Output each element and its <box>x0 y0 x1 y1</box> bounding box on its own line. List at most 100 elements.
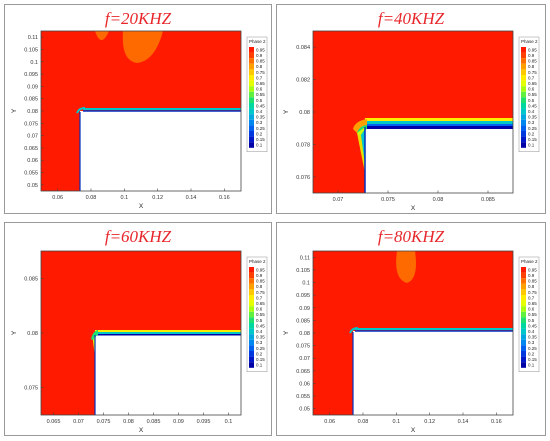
legend-swatch <box>521 267 526 273</box>
y-tick-label: 0.085 <box>24 97 38 103</box>
y-tick-label: 0.05 <box>299 407 310 413</box>
y-tick-label: 0.084 <box>296 45 310 51</box>
interface-band <box>95 332 241 334</box>
legend-level-label: 0.7 <box>528 75 535 80</box>
legend-swatch <box>249 334 254 340</box>
legend-swatch <box>521 114 526 120</box>
legend-swatch <box>521 119 526 126</box>
legend-swatch <box>249 345 254 351</box>
legend-level-label: 0.85 <box>256 279 265 284</box>
x-tick-label: 0.06 <box>52 195 63 201</box>
legend-swatch <box>249 103 254 109</box>
interface-corner <box>76 107 86 114</box>
legend-level-label: 0.75 <box>528 70 537 75</box>
legend-level-label: 0.55 <box>528 92 537 97</box>
legend-swatch <box>249 86 254 92</box>
panel-title: f=60KHZ <box>104 227 172 246</box>
legend-swatch <box>249 289 254 295</box>
legend-swatch <box>249 58 254 64</box>
y-tick-label: 0.076 <box>296 175 310 181</box>
y-tick-label: 0.05 <box>27 183 38 189</box>
upper-plume <box>122 31 163 63</box>
y-tick-label: 0.055 <box>296 394 310 400</box>
legend-swatch <box>521 103 526 109</box>
legend-level-label: 0.5 <box>528 98 535 103</box>
panel-f60: f=60KHZ 0.065 0.07 0.075 0.08 0.085 0.09 0.095… <box>4 222 272 436</box>
legend-swatch <box>521 108 526 115</box>
x-tick-label: 0.16 <box>219 195 230 201</box>
legend-swatch <box>521 136 526 143</box>
legend-swatch <box>249 267 254 273</box>
x-axis-label: X <box>139 427 144 434</box>
legend-level-label: 0.15 <box>528 357 537 362</box>
x-tick-label: 0.07 <box>73 419 84 425</box>
legend-swatch <box>521 47 526 53</box>
legend-level-label: 0.3 <box>528 120 535 125</box>
y-tick-label: 0.07 <box>27 134 38 140</box>
legend-swatch <box>249 108 254 115</box>
legend-swatch <box>521 52 526 59</box>
legend-swatch <box>521 80 526 87</box>
legend-swatch <box>249 306 254 312</box>
legend-level-label: 0.4 <box>528 329 535 334</box>
x-tick-label: 0.08 <box>123 419 134 425</box>
x-tick-label: 0.12 <box>424 419 435 425</box>
legend-swatch <box>521 356 526 363</box>
legend-swatch <box>521 86 526 92</box>
legend-level-label: 0.75 <box>256 70 265 75</box>
legend-swatch <box>249 339 254 346</box>
legend-level-label: 0.55 <box>256 92 265 97</box>
legend-level-label: 0.8 <box>528 64 535 69</box>
y-tick-label: 0.1 <box>30 60 38 66</box>
legend-level-label: 0.9 <box>256 273 263 278</box>
interface-band <box>95 334 241 336</box>
legend-swatch <box>521 289 526 295</box>
legend-level-label: 0.45 <box>256 323 265 328</box>
x-tick-label: 0.09 <box>173 419 184 425</box>
legend-swatch <box>521 278 526 284</box>
legend-level-label: 0.15 <box>256 357 265 362</box>
y-tick-label: 0.11 <box>28 35 38 41</box>
y-tick-label: 0.082 <box>296 78 310 84</box>
y-tick-label: 0.07 <box>299 356 310 362</box>
legend-swatch <box>521 362 526 368</box>
legend-level-label: 0.65 <box>256 301 265 306</box>
legend-level-label: 0.75 <box>528 290 537 295</box>
x-tick-label: 0.1 <box>225 419 233 425</box>
y-axis-label: Y <box>11 108 18 113</box>
x-tick-label: 0.08 <box>433 197 444 203</box>
legend-level-label: 0.65 <box>256 81 265 86</box>
legend-swatch <box>249 52 254 59</box>
legend-level-label: 0.9 <box>528 273 535 278</box>
y-tick-label: 0.065 <box>296 369 310 375</box>
interface-corner <box>349 327 359 334</box>
legend-title: Phase 2 <box>249 259 266 264</box>
x-tick-label: 0.085 <box>481 197 495 203</box>
y-tick-label: 0.078 <box>296 142 310 148</box>
legend-level-label: 0.55 <box>528 312 537 317</box>
x-tick-label: 0.075 <box>97 419 111 425</box>
interface-band <box>365 124 513 126</box>
x-axis-label: X <box>139 203 144 210</box>
legend-swatch <box>521 345 526 351</box>
legend-level-label: 0.2 <box>256 131 263 136</box>
legend-swatch <box>249 136 254 143</box>
legend-level-label: 0.45 <box>528 323 537 328</box>
y-tick-label: 0.08 <box>299 331 310 337</box>
legend-level-label: 0.1 <box>256 143 263 148</box>
legend-level-label: 0.95 <box>256 267 265 272</box>
legend-level-label: 0.1 <box>528 143 535 148</box>
legend-level-label: 0.6 <box>528 307 535 312</box>
legend-swatch <box>249 356 254 363</box>
gas-phase-region <box>95 334 241 415</box>
legend-level-label: 0.35 <box>528 335 537 340</box>
y-tick-label: 0.095 <box>296 293 310 299</box>
legend-level-label: 0.45 <box>256 103 265 108</box>
y-tick-label: 0.1 <box>302 281 310 287</box>
contour-plot: 0.06 0.08 0.1 0.12 0.14 0.16 0.11 0.105 0.1 0.095… <box>11 30 268 210</box>
legend-level-label: 0.45 <box>528 103 537 108</box>
interface-corner <box>353 119 367 133</box>
legend-swatch <box>249 80 254 87</box>
legend-level-label: 0.7 <box>256 295 263 300</box>
y-tick-label: 0.075 <box>24 386 38 392</box>
